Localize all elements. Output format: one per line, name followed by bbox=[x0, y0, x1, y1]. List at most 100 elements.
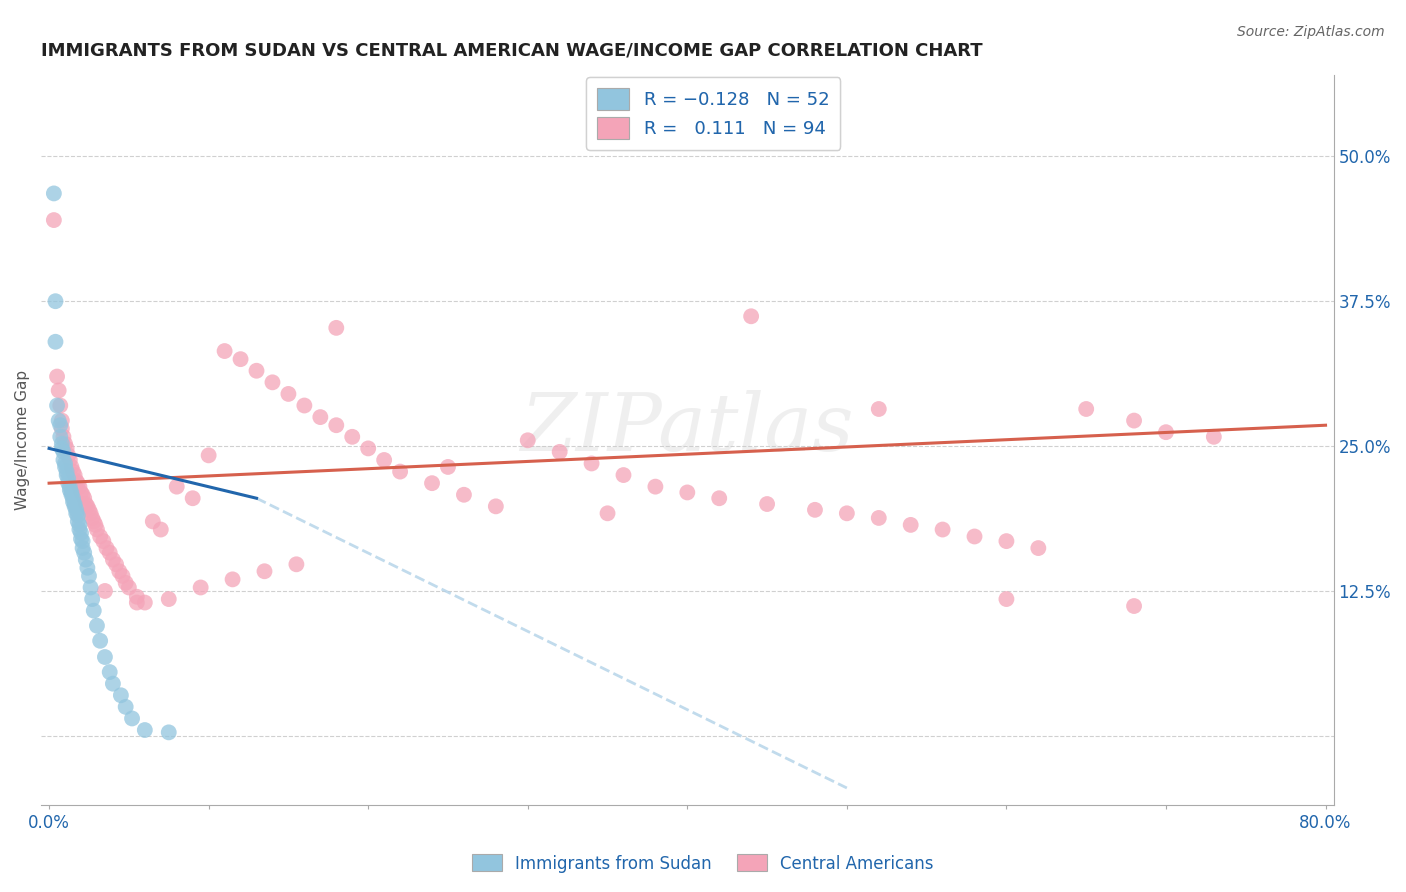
Point bbox=[190, 581, 212, 595]
Point bbox=[86, 523, 108, 537]
Point bbox=[221, 573, 243, 587]
Point bbox=[62, 465, 84, 479]
Point bbox=[66, 476, 89, 491]
Point bbox=[437, 459, 460, 474]
Point bbox=[94, 650, 117, 665]
Point bbox=[51, 442, 73, 456]
Point bbox=[181, 491, 204, 506]
Point bbox=[53, 457, 76, 471]
Y-axis label: Wage/Income Gap: Wage/Income Gap bbox=[15, 370, 30, 510]
Point bbox=[96, 541, 118, 555]
Point bbox=[325, 418, 347, 433]
Point bbox=[52, 445, 75, 459]
Point bbox=[70, 532, 93, 546]
Point bbox=[51, 436, 73, 450]
Point bbox=[229, 352, 252, 367]
Point bbox=[82, 592, 104, 607]
Point bbox=[1202, 430, 1225, 444]
Point bbox=[79, 506, 101, 520]
Point bbox=[111, 569, 134, 583]
Point bbox=[53, 459, 76, 474]
Point bbox=[157, 725, 180, 739]
Point bbox=[1123, 599, 1146, 613]
Point bbox=[516, 434, 538, 448]
Point bbox=[1028, 541, 1050, 555]
Point bbox=[42, 186, 65, 201]
Point bbox=[157, 592, 180, 607]
Point bbox=[285, 558, 308, 572]
Point bbox=[58, 471, 80, 485]
Point bbox=[963, 529, 986, 543]
Point bbox=[62, 491, 84, 506]
Point bbox=[66, 508, 89, 523]
Point bbox=[48, 414, 70, 428]
Point bbox=[59, 453, 82, 467]
Point bbox=[65, 474, 87, 488]
Point bbox=[142, 515, 165, 529]
Point bbox=[63, 468, 86, 483]
Point bbox=[46, 399, 69, 413]
Point bbox=[262, 376, 284, 390]
Point bbox=[108, 564, 131, 578]
Text: IMMIGRANTS FROM SUDAN VS CENTRAL AMERICAN WAGE/INCOME GAP CORRELATION CHART: IMMIGRANTS FROM SUDAN VS CENTRAL AMERICA… bbox=[41, 42, 983, 60]
Point bbox=[1154, 425, 1177, 440]
Point bbox=[67, 517, 90, 532]
Point bbox=[98, 665, 121, 679]
Point bbox=[70, 485, 93, 500]
Point bbox=[75, 497, 97, 511]
Point bbox=[55, 442, 77, 456]
Point bbox=[63, 500, 86, 514]
Point bbox=[49, 399, 72, 413]
Point bbox=[214, 344, 236, 359]
Point bbox=[94, 584, 117, 599]
Point bbox=[53, 436, 76, 450]
Point bbox=[72, 488, 94, 502]
Text: Source: ZipAtlas.com: Source: ZipAtlas.com bbox=[1237, 25, 1385, 39]
Point bbox=[49, 430, 72, 444]
Point bbox=[110, 688, 132, 702]
Point bbox=[357, 442, 380, 456]
Point bbox=[67, 480, 90, 494]
Point bbox=[114, 575, 136, 590]
Point bbox=[62, 494, 84, 508]
Point bbox=[197, 448, 219, 462]
Point bbox=[65, 503, 87, 517]
Point bbox=[67, 523, 90, 537]
Point bbox=[709, 491, 731, 506]
Point bbox=[121, 711, 143, 725]
Point bbox=[676, 485, 699, 500]
Point bbox=[277, 387, 299, 401]
Point bbox=[76, 561, 98, 575]
Point bbox=[46, 369, 69, 384]
Point bbox=[325, 321, 347, 335]
Point bbox=[114, 699, 136, 714]
Point bbox=[740, 310, 762, 324]
Point bbox=[596, 506, 619, 520]
Legend: Immigrants from Sudan, Central Americans: Immigrants from Sudan, Central Americans bbox=[465, 847, 941, 880]
Point bbox=[453, 488, 475, 502]
Point bbox=[51, 414, 73, 428]
Point bbox=[60, 485, 83, 500]
Point bbox=[89, 529, 111, 543]
Point bbox=[55, 465, 77, 479]
Point bbox=[134, 723, 156, 737]
Point bbox=[73, 546, 96, 560]
Point bbox=[55, 468, 77, 483]
Point bbox=[166, 480, 188, 494]
Point bbox=[65, 506, 87, 520]
Point bbox=[389, 465, 412, 479]
Point bbox=[79, 581, 101, 595]
Point bbox=[83, 604, 105, 618]
Point bbox=[253, 564, 276, 578]
Point bbox=[245, 364, 267, 378]
Point bbox=[548, 445, 571, 459]
Point bbox=[52, 453, 75, 467]
Point bbox=[58, 448, 80, 462]
Point bbox=[134, 596, 156, 610]
Point bbox=[149, 523, 172, 537]
Point bbox=[59, 480, 82, 494]
Point bbox=[98, 546, 121, 560]
Point bbox=[72, 541, 94, 555]
Point bbox=[84, 517, 107, 532]
Point bbox=[86, 618, 108, 632]
